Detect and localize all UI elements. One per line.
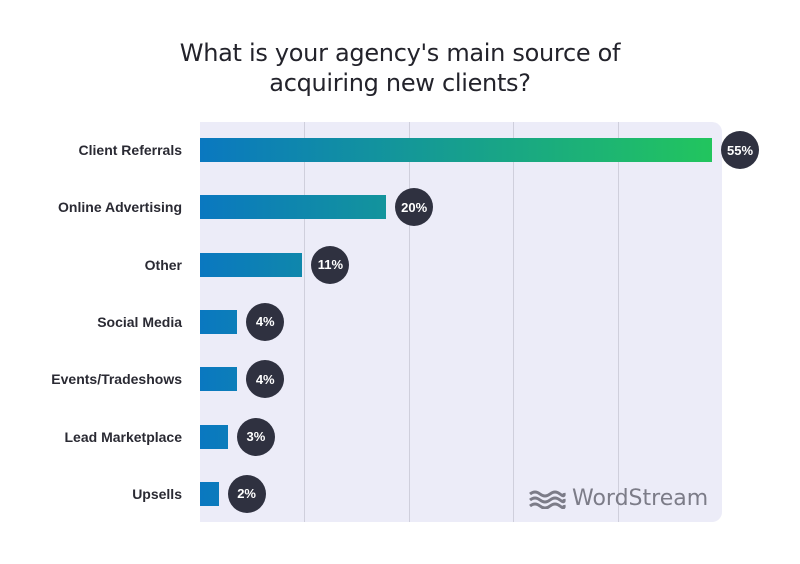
category-label: Social Media: [97, 313, 182, 330]
bar: [200, 424, 228, 449]
bar: [200, 252, 303, 277]
category-label: Other: [144, 256, 182, 273]
bar: [200, 481, 219, 506]
category-label: Client Referrals: [78, 142, 182, 158]
value-badge: 3%: [236, 417, 275, 456]
bar: [200, 367, 238, 392]
chart-title-line-2: acquiring new clients?: [269, 69, 531, 97]
bar: [200, 138, 712, 162]
value-badge: 55%: [721, 131, 759, 169]
category-label: Events/Tradeshows: [51, 371, 182, 388]
value-badge: 4%: [246, 360, 285, 399]
gridline: [618, 122, 619, 522]
category-label: Online Advertising: [58, 199, 182, 216]
gridline: [409, 122, 410, 522]
chart-title: What is your agency's main source of acq…: [0, 38, 800, 98]
logo-text: WordStream: [572, 486, 709, 511]
bar: [200, 195, 387, 220]
plot-area: [200, 122, 722, 522]
value-badge: 11%: [311, 245, 350, 284]
wordstream-logo: WordStream: [528, 486, 708, 511]
chart-title-line-1: What is your agency's main source of: [179, 39, 621, 67]
wave-icon: [529, 490, 566, 509]
category-label: Upsells: [132, 485, 182, 502]
value-badge: 4%: [246, 302, 285, 341]
category-label: Lead Marketplace: [64, 428, 183, 445]
value-badge: 20%: [395, 188, 434, 227]
value-badge: 2%: [227, 474, 266, 513]
bar: [200, 309, 238, 334]
gridline: [513, 122, 514, 522]
gridline: [304, 122, 305, 522]
